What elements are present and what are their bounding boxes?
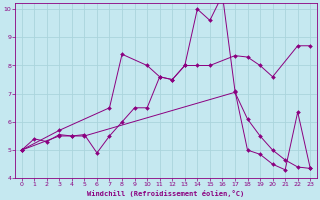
X-axis label: Windchill (Refroidissement éolien,°C): Windchill (Refroidissement éolien,°C) — [87, 190, 244, 197]
